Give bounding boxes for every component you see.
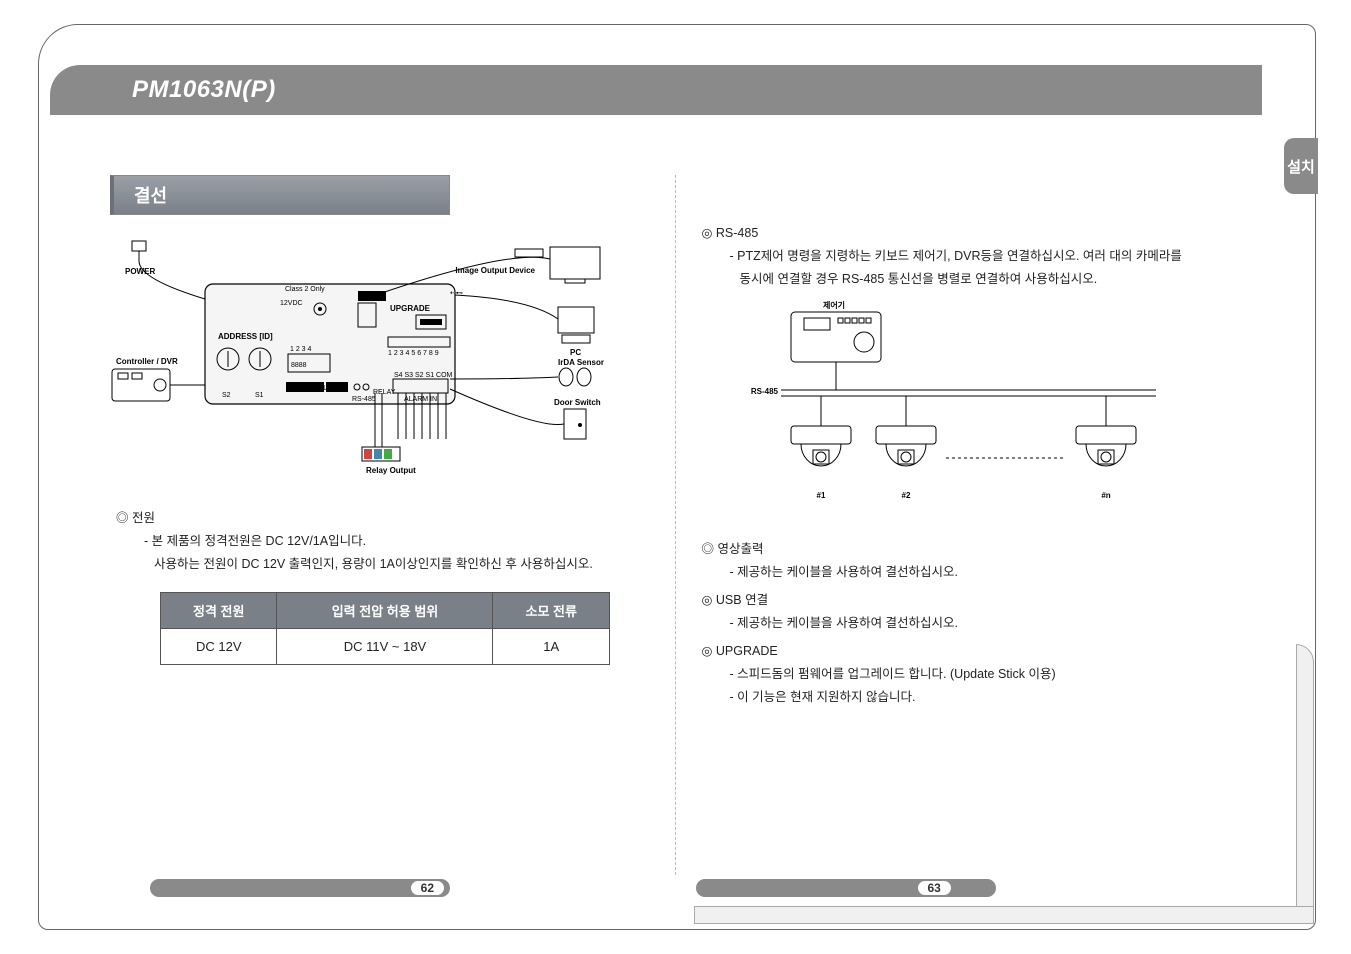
side-tab: 설치 — [1284, 138, 1318, 194]
lbl-s2: S2 — [222, 392, 231, 399]
power-head: 전원 — [116, 508, 655, 528]
upgrade-line2: 이 기능은 현재 지원하지 않습니다. — [730, 687, 1241, 707]
th-range: 입력 전압 허용 범위 — [277, 593, 493, 629]
td-rated: DC 12V — [161, 629, 277, 665]
power-line1: 본 제품의 정격전원은 DC 12V/1A입니다. — [144, 531, 655, 551]
upgrade-line1: 스피드돔의 펌웨어를 업그레이드 합니다. (Update Stick 이용) — [730, 664, 1241, 684]
lbl-upgrade: UPGRADE — [390, 304, 431, 313]
wiring-diagram: POWER Class 2 Only 12VDC ADDRESS [ID] Co… — [110, 229, 610, 479]
lbl-power: POWER — [125, 267, 155, 276]
rs485-head: RS-485 — [702, 223, 1241, 243]
td-range: DC 11V ~ 18V — [277, 629, 493, 665]
lbl-address: ADDRESS [ID] — [218, 332, 273, 341]
lbl-relay: RELAY — [373, 389, 396, 396]
page-edge-horiz — [694, 906, 1314, 924]
spec-table: 정격 전원 입력 전압 허용 범위 소모 전류 DC 12V DC 11V ~ … — [160, 592, 610, 665]
lbl-bus: RS-485 — [750, 387, 778, 396]
lbl-alarmin: ALARM IN — [404, 396, 437, 403]
left-column: 결선 POWER Class 2 Only 12VDC ADDRESS [ID]… — [90, 165, 675, 885]
svg-text:8888: 8888 — [291, 362, 307, 369]
right-column: RS-485 PTZ제어 명령을 지령하는 키보드 제어기, DVR등을 연결하… — [676, 165, 1261, 885]
pagenum-left: 62 — [409, 879, 446, 897]
lbl-cam1: #1 — [816, 491, 825, 500]
lbl-ctrl: 제어기 — [822, 300, 844, 310]
svg-text:⇠⊷: ⇠⊷ — [450, 290, 463, 297]
lbl-dipnums: 1 2 3 4 — [290, 346, 312, 353]
lbl-rs485: RS-485 — [352, 396, 376, 403]
videoout-head: 영상출력 — [702, 539, 1241, 559]
lbl-s1: S1 — [255, 392, 264, 399]
lbl-camn: #n — [1101, 491, 1110, 500]
videoout-line1: 제공하는 케이블을 사용하여 결선하십시오. — [730, 562, 1241, 582]
lbl-class2: Class 2 Only — [285, 286, 325, 293]
rs485-line2: 동시에 연결할 경우 RS-485 통신선을 병렬로 연결하여 사용하십시오. — [740, 269, 1241, 289]
td-current: 1A — [493, 629, 610, 665]
usb-head: USB 연결 — [702, 590, 1241, 610]
pagenum-bar-right: 63 — [696, 879, 996, 897]
lbl-video: VIDEO — [360, 294, 382, 301]
lbl-protocol: PROTOCOL — [288, 385, 327, 392]
lbl-term: TERM — [328, 385, 348, 392]
pagenum-bar-left: 62 — [150, 879, 450, 897]
lbl-relayout: Relay Output — [366, 466, 416, 475]
header-bar: PM1063N(P) — [82, 65, 1262, 115]
lbl-dc: 12VDC — [280, 300, 303, 307]
upgrade-head: UPGRADE — [702, 641, 1241, 661]
rs485-diagram: 제어기 RS-485 — [746, 298, 1166, 518]
page-edge-vert — [1296, 644, 1314, 924]
th-rated: 정격 전원 — [161, 593, 277, 629]
lbl-pc: PC — [570, 348, 581, 357]
lbl-nums: 1 2 3 4 5 6 7 8 9 — [388, 350, 439, 357]
lbl-door: Door Switch — [554, 398, 601, 407]
rs485-line1: PTZ제어 명령을 지령하는 키보드 제어기, DVR등을 연결하십시오. 여러… — [730, 246, 1241, 266]
lbl-controller: Controller / DVR — [116, 357, 178, 366]
pagenum-right: 63 — [916, 879, 953, 897]
model-title: PM1063N(P) — [132, 76, 276, 104]
power-line2: 사용하는 전원이 DC 12V 출력인지, 용량이 1A이상인지를 확인하신 후… — [154, 554, 655, 574]
section-title: 결선 — [110, 175, 450, 215]
lbl-cam2: #2 — [901, 491, 910, 500]
usb-line1: 제공하는 케이블을 사용하여 결선하십시오. — [730, 613, 1241, 633]
th-current: 소모 전류 — [493, 593, 610, 629]
lbl-alarmpins: S4 S3 S2 S1 COM — [394, 372, 453, 379]
lbl-irda: IrDA Sensor — [558, 358, 604, 367]
